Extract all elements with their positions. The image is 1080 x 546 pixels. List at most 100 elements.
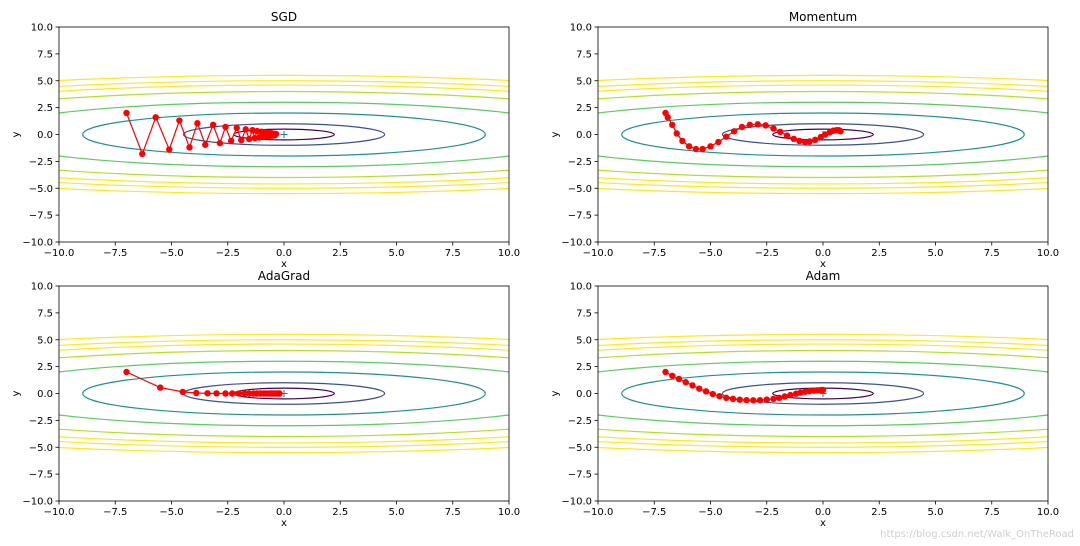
x-tick-label: −5.0 xyxy=(698,248,722,259)
y-tick-label: −5.0 xyxy=(568,184,592,195)
path-point xyxy=(213,390,220,397)
path-point xyxy=(227,137,235,145)
adam-y-label: y xyxy=(550,390,561,396)
y-tick-label: −2.5 xyxy=(29,157,53,168)
sgd-panel: −10.0 −7.5 −5.0 −2.5 0.0 2.5 5.0 7.5 10.0 −10.0 −7… xyxy=(11,10,520,270)
adagrad-panel: −10.0 −7.5 −5.0 −2.5 0.0 2.5 5.0 7.5 10.0 −10.0 −7… xyxy=(11,269,520,529)
contour-line xyxy=(721,382,925,405)
path-point xyxy=(176,117,183,124)
path-point xyxy=(837,128,844,135)
path-point xyxy=(241,390,248,397)
y-tick-label: −2.5 xyxy=(29,416,53,427)
x-tick-label: 7.5 xyxy=(445,507,461,518)
contour-line xyxy=(598,360,1048,427)
path-point xyxy=(781,393,788,400)
path-point xyxy=(682,379,689,386)
y-tick-label: −2.5 xyxy=(568,157,592,168)
contour-line xyxy=(598,349,1048,438)
path-point xyxy=(723,394,730,401)
path-point xyxy=(770,125,777,132)
path-point xyxy=(806,138,813,145)
path-point xyxy=(222,123,229,131)
path-point xyxy=(242,126,249,133)
momentum-contours xyxy=(598,74,1048,195)
x-tick-label: 2.5 xyxy=(871,248,887,259)
path-point xyxy=(194,120,201,127)
x-tick-label: 5.0 xyxy=(928,248,944,259)
x-tick-label: −10.0 xyxy=(583,248,614,259)
path-point xyxy=(738,123,746,131)
path-point xyxy=(699,145,706,153)
y-tick-label: −10.0 xyxy=(561,238,592,249)
contour-line xyxy=(598,101,1048,168)
x-tick-label: 5.0 xyxy=(389,248,405,259)
path-point xyxy=(204,390,211,397)
y-tick-label: 0.0 xyxy=(576,389,592,400)
path-point xyxy=(756,396,764,404)
path-point xyxy=(754,121,761,128)
adam-contours xyxy=(598,333,1048,454)
contour-line xyxy=(598,333,1048,454)
contour-line xyxy=(598,339,1048,448)
y-tick-label: −10.0 xyxy=(22,497,53,508)
y-tick-label: 2.5 xyxy=(37,103,53,114)
x-tick-label: 2.5 xyxy=(332,507,348,518)
contour-line xyxy=(59,333,509,454)
y-tick-label: −7.5 xyxy=(29,470,53,481)
x-tick-label: −10.0 xyxy=(583,507,614,518)
y-tick-label: 2.5 xyxy=(576,103,592,114)
path-point xyxy=(662,368,669,376)
y-tick-label: 7.5 xyxy=(37,308,53,319)
adagrad-x-label: x xyxy=(281,518,287,529)
x-tick-label: −10.0 xyxy=(44,507,75,518)
y-tick-label: −10.0 xyxy=(22,238,53,249)
x-tick-label: −7.5 xyxy=(103,507,127,518)
path-point xyxy=(669,372,676,379)
path-point xyxy=(746,121,754,129)
y-tick-label: 5.0 xyxy=(37,76,53,87)
contour-line xyxy=(59,343,509,444)
x-tick-label: −7.5 xyxy=(642,507,666,518)
contour-line xyxy=(59,101,509,168)
adagrad-contours xyxy=(59,333,509,454)
adam-title: Adam xyxy=(806,269,841,283)
path-point xyxy=(729,395,737,403)
path-point xyxy=(790,135,797,142)
x-tick-label: 7.5 xyxy=(445,248,461,259)
x-tick-label: −2.5 xyxy=(216,248,240,259)
x-tick-label: −5.0 xyxy=(698,507,722,518)
x-tick-label: 0.0 xyxy=(815,507,831,518)
path-point xyxy=(689,382,696,389)
path-point xyxy=(715,138,722,146)
x-tick-label: 2.5 xyxy=(332,248,348,259)
path-point xyxy=(787,391,794,399)
contour-line xyxy=(772,128,874,141)
momentum-panel: −10.0 −7.5 −5.0 −2.5 0.0 2.5 5.0 7.5 10.0 −10.0 −7… xyxy=(550,10,1059,270)
path-point xyxy=(123,109,130,117)
path-point xyxy=(222,390,229,397)
y-tick-label: −5.0 xyxy=(568,443,592,454)
x-tick-label: −7.5 xyxy=(103,248,127,259)
momentum-y-label: y xyxy=(550,131,561,137)
path-point xyxy=(685,143,693,150)
x-tick-label: 7.5 xyxy=(984,507,1000,518)
x-tick-label: 7.5 xyxy=(984,248,1000,259)
path-point xyxy=(709,390,716,398)
path-point xyxy=(730,128,738,135)
adam-path-line xyxy=(665,371,824,401)
y-tick-label: 7.5 xyxy=(576,308,592,319)
contour-line xyxy=(621,371,1025,416)
x-tick-label: 10.0 xyxy=(498,248,520,259)
contour-line xyxy=(598,90,1048,179)
y-tick-label: 7.5 xyxy=(37,49,53,60)
y-tick-label: 5.0 xyxy=(576,335,592,346)
sgd-contours xyxy=(59,74,509,195)
adam-x-label: x xyxy=(820,518,826,529)
adam-panel: −10.0 −7.5 −5.0 −2.5 0.0 2.5 5.0 7.5 10.0 −10.0 −7… xyxy=(550,269,1059,529)
path-point xyxy=(702,388,710,395)
sgd-title: SGD xyxy=(271,10,297,24)
path-point xyxy=(123,368,130,376)
path-point xyxy=(238,136,245,144)
path-point xyxy=(202,141,209,148)
momentum-x-label: x xyxy=(820,259,826,270)
